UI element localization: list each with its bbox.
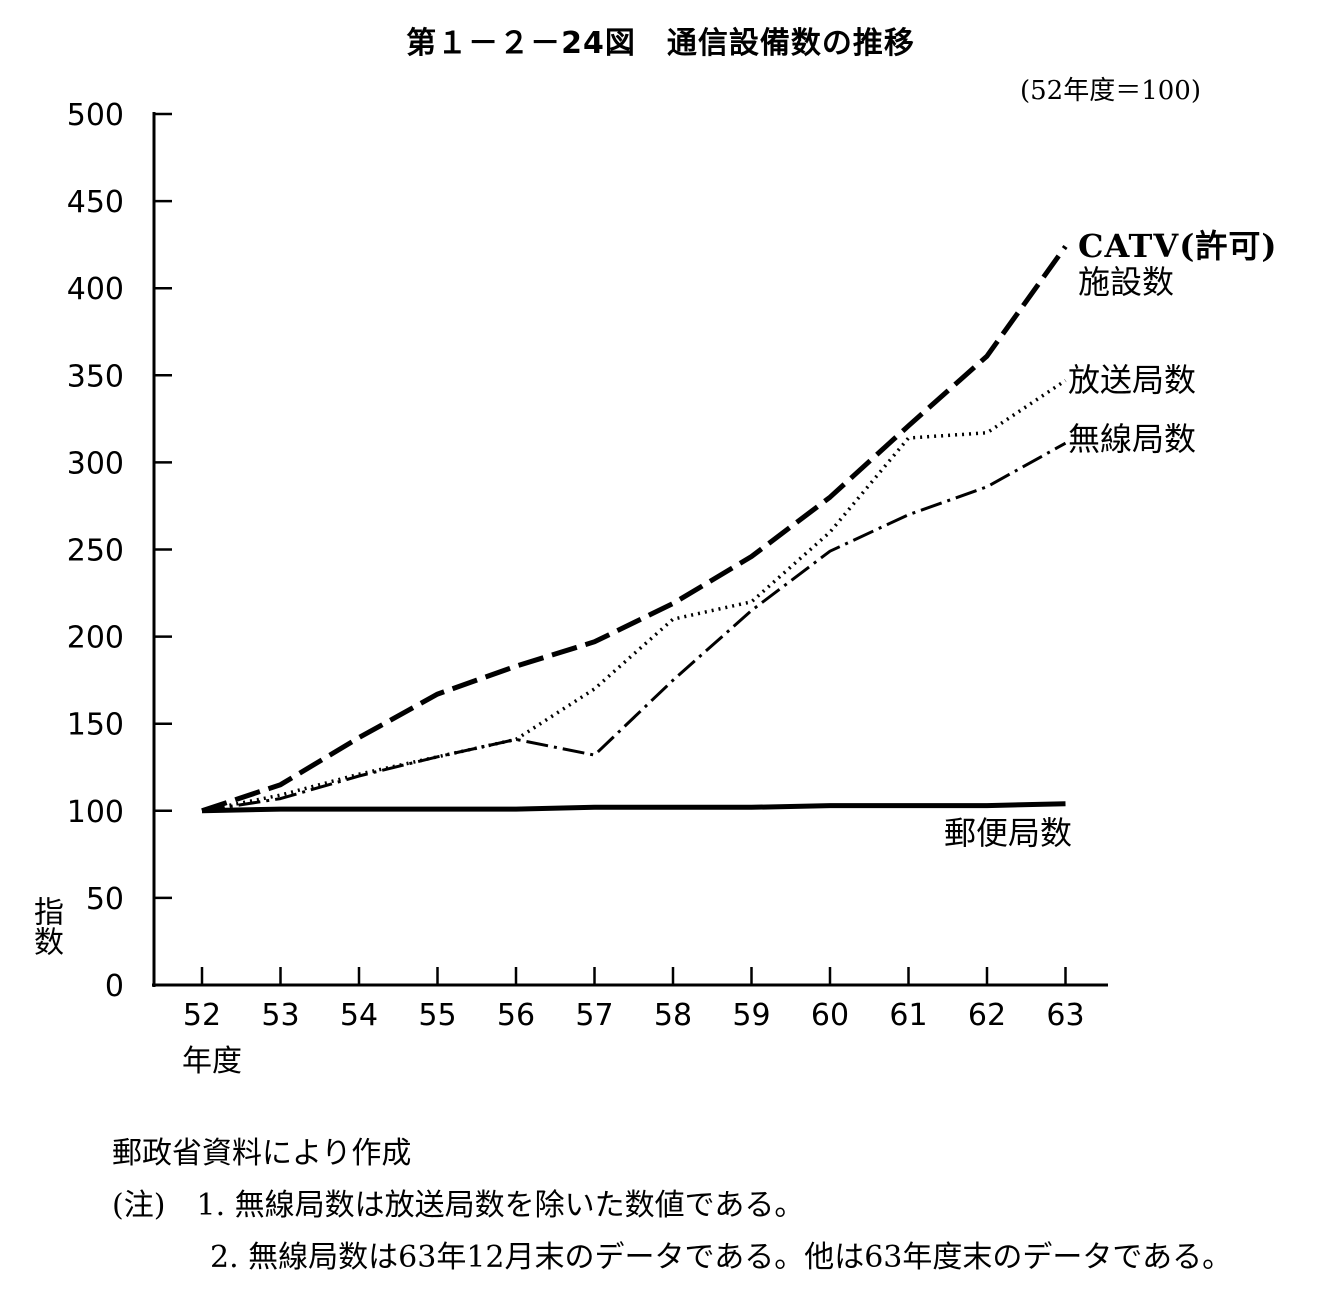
- y-tick-label: 300: [67, 446, 124, 481]
- y-tick-label: 150: [67, 708, 124, 743]
- series-label-catv: CATV(許可) 施設数: [1078, 228, 1277, 300]
- x-tick-label: 53: [261, 998, 299, 1033]
- y-ticks: 0 50 100 150 200 250 300 350 400 450 500: [67, 98, 172, 1004]
- series-lines: [201, 244, 1068, 814]
- y-tick-label: 200: [67, 621, 124, 656]
- y-tick-label: 50: [86, 882, 124, 917]
- note-prefix: (注): [112, 1188, 166, 1223]
- x-tick-label: 55: [418, 998, 456, 1033]
- series-catv: [201, 244, 1068, 814]
- y-tick-label: 500: [67, 98, 124, 133]
- note-1-text: 無線局数は放送局数を除いた数値である。: [234, 1188, 805, 1223]
- x-axis-label: 年度: [182, 1044, 242, 1079]
- series-post: [201, 801, 1066, 814]
- series-label-catv-line1: CATV(許可): [1078, 227, 1278, 265]
- source-note: 郵政省資料により作成: [112, 1136, 412, 1171]
- x-tick-label: 52: [183, 998, 221, 1033]
- x-tick-label: 61: [889, 998, 927, 1033]
- y-tick-label: 350: [67, 359, 124, 394]
- axes: [152, 112, 1108, 987]
- series-label-radio: 無線局数: [1068, 420, 1197, 458]
- note-2-number: 2.: [210, 1240, 239, 1275]
- y-tick-label: 100: [67, 795, 124, 830]
- x-tick-label: 56: [497, 998, 535, 1033]
- series-radio: [201, 441, 1067, 813]
- base-year-note: (52年度＝100): [1020, 76, 1201, 106]
- series-label-broadcast: 放送局数: [1068, 361, 1197, 399]
- note-2: 2. 無線局数は63年12月末のデータである。他は63年度末のデータである。: [210, 1232, 1232, 1276]
- x-tick-label: 62: [968, 998, 1006, 1033]
- x-tick-label: 63: [1046, 998, 1084, 1033]
- note-1: (注) 1. 無線局数は放送局数を除いた数値である。: [112, 1180, 804, 1224]
- chart-title: 第１－２－24図 通信設備数の推移: [406, 26, 915, 61]
- x-ticks: 52 53 54 55 56 57 58 59 60 61 62 63: [183, 967, 1085, 1033]
- y-tick-label: 0: [105, 969, 124, 1004]
- y-tick-label: 450: [67, 185, 124, 220]
- note-1-number: 1.: [196, 1188, 226, 1223]
- x-tick-label: 57: [575, 998, 613, 1033]
- x-tick-label: 59: [732, 998, 770, 1033]
- x-tick-label: 58: [654, 998, 692, 1033]
- series-label-post: 郵便局数: [944, 814, 1073, 852]
- y-axis-label: 指数: [28, 896, 63, 956]
- y-tick-label: 400: [67, 272, 124, 307]
- series-broadcast: [201, 379, 1067, 813]
- y-tick-label: 250: [67, 534, 124, 569]
- x-tick-label: 60: [811, 998, 849, 1033]
- series-label-catv-line2: 施設数: [1078, 263, 1175, 301]
- note-2-text: 無線局数は63年12月末のデータである。他は63年度末のデータである。: [248, 1240, 1233, 1275]
- x-tick-label: 54: [340, 998, 378, 1033]
